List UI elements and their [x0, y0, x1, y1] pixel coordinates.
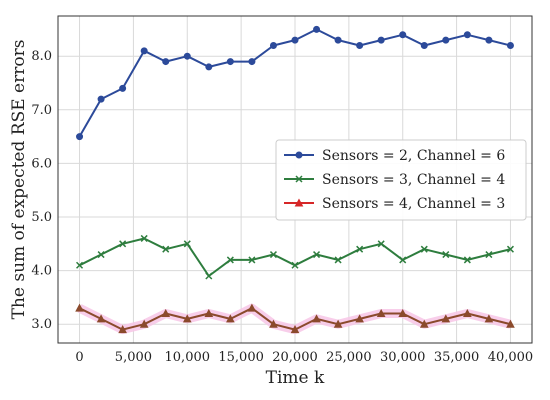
- data-point: [356, 41, 364, 49]
- x-tick-label: 20,000: [272, 350, 318, 365]
- data-point: [248, 58, 256, 66]
- data-point: [269, 319, 278, 328]
- data-point: [97, 251, 105, 259]
- data-point: [377, 240, 385, 248]
- data-point: [226, 314, 235, 323]
- data-point: [226, 58, 234, 66]
- data-point: [269, 41, 277, 49]
- data-point: [96, 314, 106, 323]
- data-point: [312, 314, 321, 323]
- legend-marker: [294, 198, 304, 207]
- data-point: [484, 314, 494, 323]
- data-point: [334, 36, 342, 44]
- data-point: [463, 256, 471, 264]
- y-tick-label: 3.0: [31, 317, 52, 332]
- data-point: [162, 58, 170, 66]
- tick-labels: 0 5,000 10,000 15,000 20,000 25,000 30,000 35,0…: [31, 49, 533, 365]
- data-point: [140, 234, 148, 242]
- data-point: [205, 272, 213, 280]
- y-tick-label: 6.0: [31, 156, 52, 171]
- data-point: [119, 240, 127, 248]
- data-point: [75, 303, 84, 312]
- x-tick-label: 15,000: [218, 350, 264, 365]
- legend-marker: [295, 175, 303, 183]
- data-point: [183, 52, 191, 60]
- y-axis-title: The sum of expected RSE errors: [9, 40, 29, 320]
- data-point: [506, 319, 515, 328]
- legend-label: Sensors = 4, Channel = 3: [322, 196, 505, 212]
- data-point: [441, 314, 451, 323]
- y-tick-label: 7.0: [31, 103, 52, 118]
- data-point: [463, 308, 472, 318]
- data-point: [313, 25, 321, 33]
- legend-label: Sensors = 3, Channel = 4: [322, 172, 505, 188]
- data-point: [376, 308, 386, 318]
- data-point: [442, 36, 450, 44]
- data-point: [291, 261, 299, 269]
- data-point: [333, 319, 343, 328]
- y-tick-label: 4.0: [31, 264, 52, 279]
- x-axis-title-text: Time k: [266, 368, 325, 388]
- data-point: [399, 256, 407, 264]
- data-point: [183, 240, 191, 248]
- data-point: [248, 256, 256, 264]
- data-point: [139, 319, 149, 328]
- data-point: [204, 308, 214, 318]
- data-point: [182, 314, 192, 323]
- x-tick-label: 10,000: [165, 350, 211, 365]
- data-point: [355, 314, 364, 323]
- data-point: [226, 256, 234, 264]
- data-point: [377, 36, 385, 44]
- plot-frame: [57, 15, 533, 344]
- data-point: [76, 261, 84, 269]
- data-point: [506, 41, 514, 49]
- x-tick-label: 5,000: [115, 350, 152, 365]
- data-point: [290, 325, 300, 334]
- data-point: [97, 95, 105, 103]
- data-point: [119, 84, 127, 92]
- data-point: [313, 251, 321, 259]
- data-point: [506, 245, 514, 253]
- data-point: [485, 251, 493, 259]
- data-point: [420, 245, 428, 253]
- data-point: [269, 251, 277, 259]
- data-point: [291, 36, 299, 44]
- legend-box: [275, 139, 527, 221]
- legend-marker: [295, 151, 303, 159]
- series-lines: [75, 25, 515, 334]
- data-point: [399, 31, 407, 39]
- legend: Sensors = 2, Channel = 6 Sensors = 3, Cha…: [275, 139, 527, 221]
- data-point: [334, 256, 342, 264]
- x-tick-label: 25,000: [326, 350, 372, 365]
- y-tick-label: 5.0: [31, 210, 52, 225]
- data-point: [398, 308, 408, 318]
- data-point: [161, 308, 171, 318]
- x-axis-title: Time k: [266, 368, 325, 388]
- legend-label: Sensors = 2, Channel = 6: [322, 148, 505, 164]
- data-point: [485, 36, 493, 44]
- x-tick-label: 35,000: [434, 350, 480, 365]
- data-point: [205, 63, 213, 71]
- x-tick-label: 30,000: [380, 350, 426, 365]
- data-point: [247, 303, 257, 312]
- y-tick-label: 8.0: [31, 49, 52, 64]
- data-point: [463, 31, 471, 39]
- data-point: [442, 251, 450, 259]
- data-point: [140, 47, 148, 55]
- data-point: [162, 245, 170, 253]
- x-tick-label: 40,000: [488, 350, 534, 365]
- x-tick-label: 0: [75, 350, 83, 365]
- data-point: [356, 245, 364, 253]
- data-point: [76, 133, 84, 141]
- data-point: [420, 41, 428, 49]
- data-point: [118, 325, 127, 334]
- data-point: [419, 319, 429, 328]
